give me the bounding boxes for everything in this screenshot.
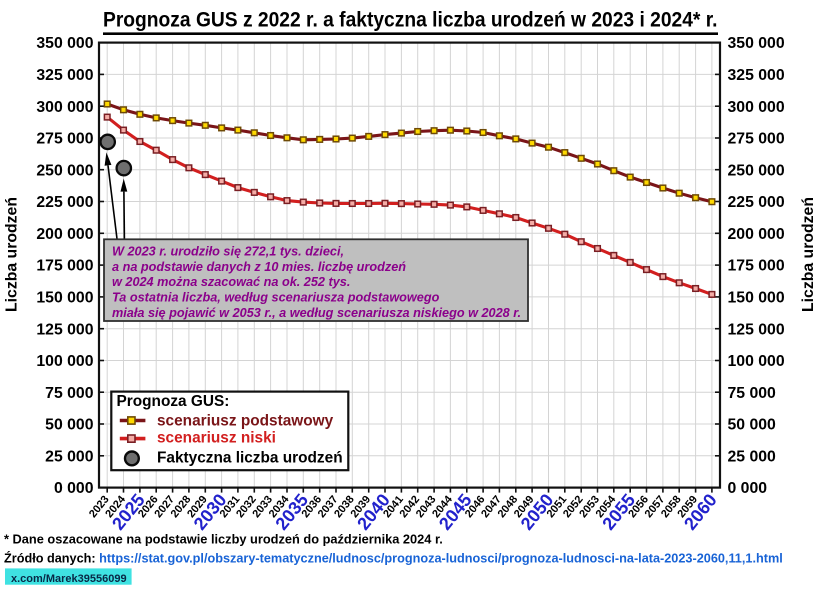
svg-text:125 000: 125 000 [36, 321, 93, 338]
svg-text:300 000: 300 000 [36, 99, 93, 116]
svg-text:Ta ostatnia liczba, według sce: Ta ostatnia liczba, według scenariusza p… [112, 291, 440, 305]
svg-text:350 000: 350 000 [728, 35, 785, 52]
svg-text:150 000: 150 000 [728, 290, 785, 307]
svg-text:a na podstawie danych z 10 mie: a na podstawie danych z 10 mies. liczbę … [112, 260, 406, 274]
svg-text:250 000: 250 000 [728, 162, 785, 179]
svg-text:scenariusz podstawowy: scenariusz podstawowy [157, 412, 334, 429]
svg-text:25 000: 25 000 [728, 448, 777, 465]
svg-text:Prognoza GUS z 2022 r. a fakty: Prognoza GUS z 2022 r. a faktyczna liczb… [103, 8, 718, 32]
svg-text:350 000: 350 000 [36, 35, 93, 52]
svg-text:Źródło danych: https://stat.go: Źródło danych: https://stat.gov.pl/obsza… [4, 551, 783, 566]
svg-text:325 000: 325 000 [36, 67, 93, 84]
svg-text:x.com/Marek39556099: x.com/Marek39556099 [11, 573, 127, 585]
svg-text:miała się pojawić w 2053 r., a: miała się pojawić w 2053 r., a według sc… [112, 306, 521, 320]
svg-text:0 000: 0 000 [54, 480, 94, 497]
svg-text:275 000: 275 000 [36, 131, 93, 148]
svg-text:175 000: 175 000 [36, 258, 93, 275]
svg-text:250 000: 250 000 [36, 162, 93, 179]
svg-text:scenariusz niski: scenariusz niski [157, 430, 276, 447]
svg-text:200 000: 200 000 [36, 226, 93, 243]
svg-text:Prognoza GUS:: Prognoza GUS: [117, 393, 230, 410]
svg-text:200 000: 200 000 [728, 226, 785, 243]
svg-text:100 000: 100 000 [36, 353, 93, 370]
svg-text:Liczba urodzeń: Liczba urodzeń [800, 197, 817, 312]
svg-text:50 000: 50 000 [728, 417, 777, 434]
svg-text:100 000: 100 000 [728, 353, 785, 370]
svg-text:W 2023 r. urodziło się 272,1 t: W 2023 r. urodziło się 272,1 tys. dzieci… [112, 244, 344, 258]
svg-text:275 000: 275 000 [728, 131, 785, 148]
svg-text:225 000: 225 000 [728, 194, 785, 211]
svg-text:75 000: 75 000 [728, 385, 777, 402]
svg-text:75 000: 75 000 [45, 385, 94, 402]
svg-text:0 000: 0 000 [728, 480, 768, 497]
svg-text:Liczba urodzeń: Liczba urodzeń [4, 197, 21, 312]
svg-text:125 000: 125 000 [728, 321, 785, 338]
svg-text:50 000: 50 000 [45, 417, 94, 434]
svg-text:300 000: 300 000 [728, 99, 785, 116]
svg-text:150 000: 150 000 [36, 290, 93, 307]
svg-text:325 000: 325 000 [728, 67, 785, 84]
svg-text:w 2024 można szacować na ok. 2: w 2024 można szacować na ok. 252 tys. [112, 275, 350, 289]
svg-text:* Dane oszacowane na podstawie: * Dane oszacowane na podstawie liczby ur… [4, 531, 443, 546]
svg-text:225 000: 225 000 [36, 194, 93, 211]
svg-text:Faktyczna liczba urodzeń: Faktyczna liczba urodzeń [157, 450, 343, 467]
svg-text:25 000: 25 000 [45, 448, 94, 465]
svg-text:175 000: 175 000 [728, 258, 785, 275]
